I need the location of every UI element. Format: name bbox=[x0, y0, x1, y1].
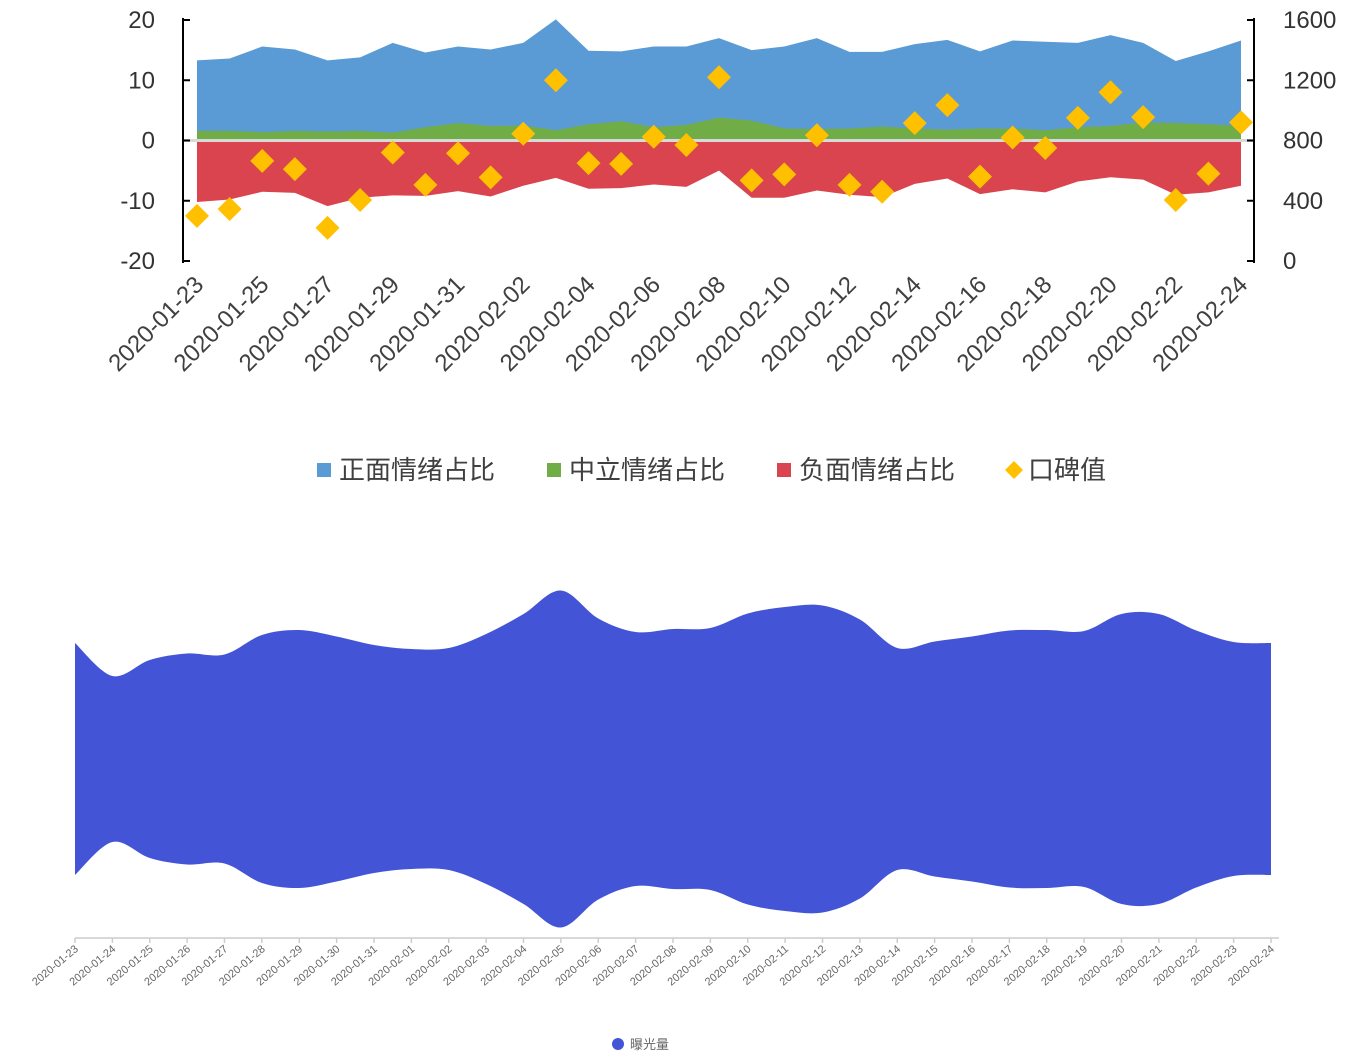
data-point-koubei bbox=[217, 197, 242, 222]
legend-swatch bbox=[317, 463, 331, 477]
legend-label: 负面情绪占比 bbox=[799, 455, 955, 485]
data-point-koubei bbox=[968, 164, 992, 189]
right-tick-label: 0 bbox=[1283, 248, 1296, 275]
data-point-koubei bbox=[1131, 105, 1156, 130]
sentiment-chart: 20100-10-201600120080040002020-01-232020… bbox=[103, 7, 1336, 485]
right-tick-label: 1200 bbox=[1283, 67, 1336, 94]
left-tick-label: -10 bbox=[120, 188, 155, 215]
data-point-koubei bbox=[870, 179, 895, 204]
data-point-koubei bbox=[1065, 105, 1090, 130]
legend-label: 曝光量 bbox=[630, 1037, 669, 1052]
data-point-koubei bbox=[185, 203, 209, 228]
data-point-koubei bbox=[1196, 161, 1221, 186]
data-point-koubei bbox=[674, 133, 699, 158]
data-point-koubei bbox=[935, 93, 960, 118]
data-point-koubei bbox=[478, 165, 503, 190]
left-tick-label: 20 bbox=[128, 7, 155, 34]
legend-swatch bbox=[777, 463, 791, 477]
data-point-koubei bbox=[446, 141, 470, 166]
right-tick-label: 400 bbox=[1283, 188, 1323, 215]
right-tick-label: 1600 bbox=[1283, 7, 1336, 34]
data-point-koubei bbox=[543, 68, 568, 93]
data-point-koubei bbox=[315, 215, 340, 240]
data-point-koubei bbox=[380, 140, 405, 165]
data-point-koubei bbox=[707, 65, 731, 90]
data-point-koubei bbox=[1098, 80, 1123, 105]
data-point-koubei bbox=[576, 151, 601, 176]
data-point-koubei bbox=[902, 111, 927, 136]
left-tick-label: 10 bbox=[128, 67, 155, 94]
legend-swatch bbox=[612, 1038, 624, 1050]
left-tick-label: 0 bbox=[142, 128, 155, 155]
legend: 正面情绪占比 中立情绪占比 负面情绪占比 口碑值 bbox=[317, 455, 1106, 485]
data-point-koubei bbox=[1229, 110, 1253, 135]
series-stream-exposure bbox=[75, 590, 1271, 928]
legend: 曝光量 bbox=[612, 1037, 669, 1052]
legend-swatch bbox=[1005, 461, 1023, 479]
legend-label: 正面情绪占比 bbox=[339, 455, 495, 485]
left-tick-label: -20 bbox=[120, 248, 155, 275]
data-point-koubei bbox=[609, 151, 634, 176]
data-point-koubei bbox=[250, 148, 275, 173]
series-area-neutral bbox=[197, 117, 1241, 141]
data-point-koubei bbox=[282, 157, 307, 182]
data-point-koubei bbox=[511, 121, 536, 146]
data-point-koubei bbox=[641, 124, 666, 149]
data-point-koubei bbox=[413, 172, 438, 197]
legend-swatch bbox=[547, 463, 561, 477]
data-point-koubei bbox=[1000, 125, 1025, 150]
legend-label: 中立情绪占比 bbox=[569, 455, 725, 485]
data-point-koubei bbox=[348, 187, 373, 212]
data-point-koubei bbox=[772, 162, 797, 187]
data-point-koubei bbox=[804, 123, 829, 148]
data-point-koubei bbox=[1033, 136, 1058, 161]
legend-label: 口碑值 bbox=[1028, 455, 1106, 485]
exposure-chart: 2020-01-232020-01-242020-01-252020-01-26… bbox=[30, 590, 1279, 1052]
data-point-koubei bbox=[739, 168, 764, 193]
data-point-koubei bbox=[837, 172, 862, 197]
right-tick-label: 800 bbox=[1283, 128, 1323, 155]
data-point-koubei bbox=[1163, 187, 1188, 212]
